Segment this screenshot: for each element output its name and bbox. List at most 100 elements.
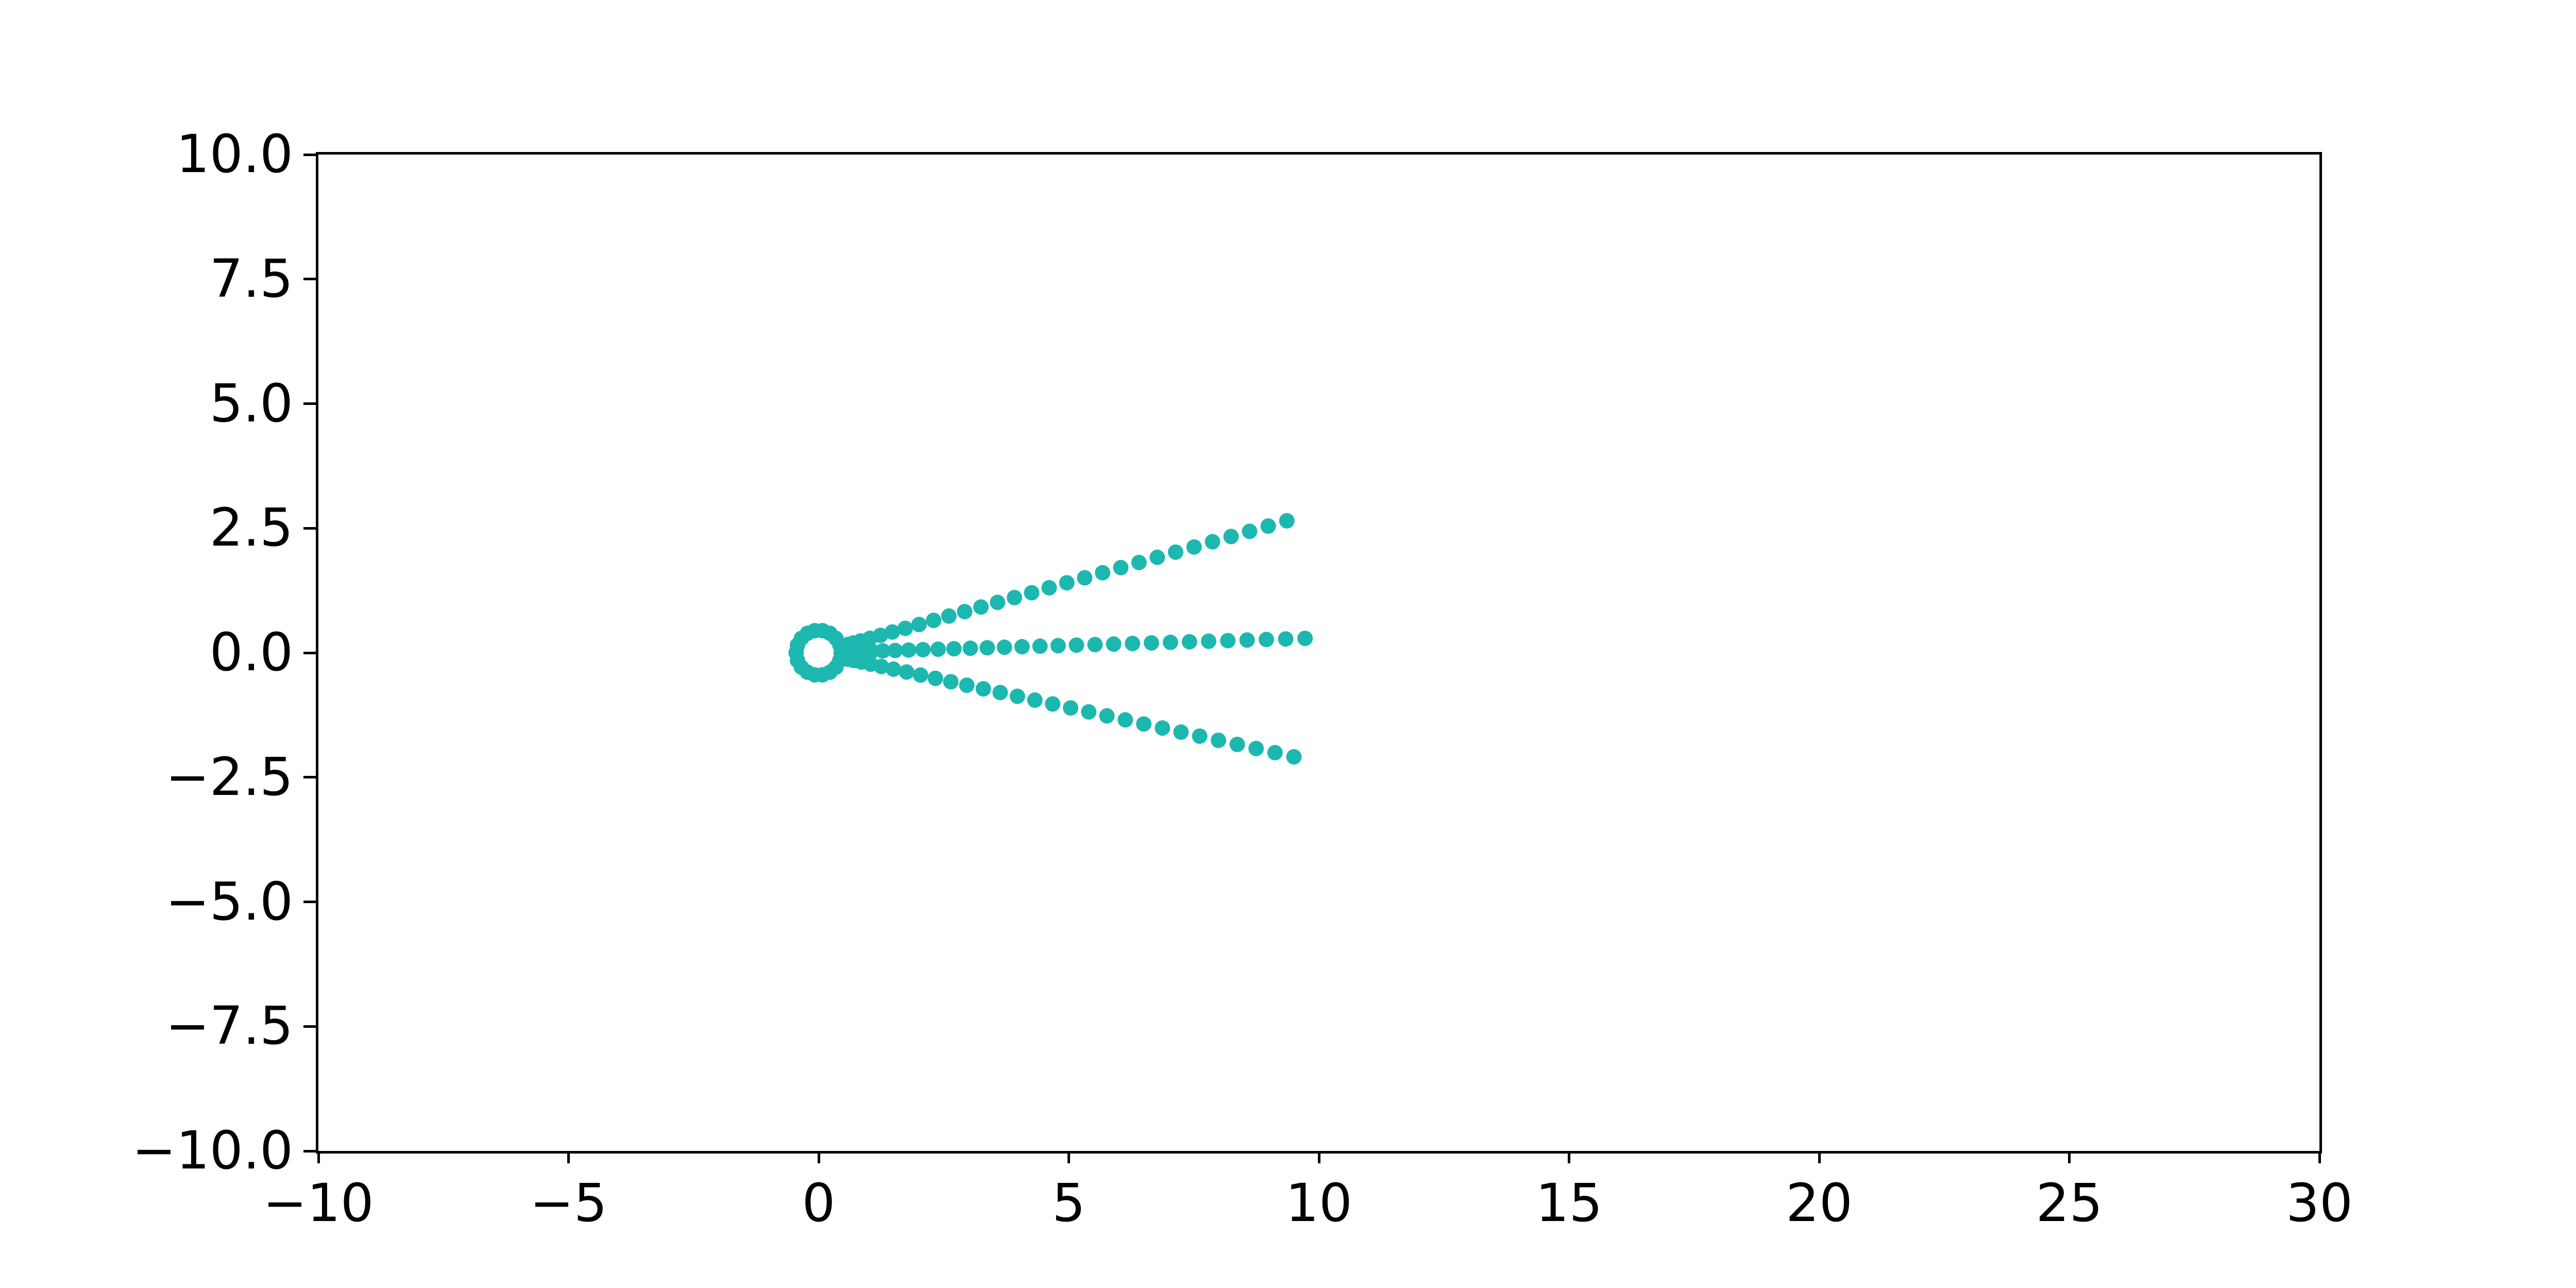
middle-trail-dot [1014,639,1030,655]
x-tick-mark [2318,1151,2321,1163]
plot-area [316,152,2322,1154]
y-tick-mark [303,1149,316,1153]
middle-trail-dot [996,639,1012,655]
middle-trail-dot [1239,632,1255,648]
x-tick-mark [1818,1151,1821,1163]
middle-trail-dot [1297,631,1313,647]
middle-trail-dot [962,640,978,656]
lower-trail-dot [1211,732,1226,748]
middle-trail-dot [1278,631,1294,647]
middle-trail-dot [1106,636,1122,652]
lower-trail-dot [943,674,959,690]
x-tick-label: −10 [263,1173,374,1234]
lower-trail-dot [927,670,943,686]
upper-trail-dot [873,628,888,643]
middle-trail-dot [1259,632,1274,648]
lower-trail-dot [1027,692,1043,708]
middle-trail-dot [1087,637,1103,653]
middle-trail-dot [887,642,903,658]
upper-trail-dot [1077,570,1093,586]
middle-trail-dot [1143,635,1159,651]
upper-trail-dot [941,608,957,624]
x-tick-label: −5 [530,1173,607,1234]
x-tick-label: 0 [802,1173,836,1234]
upper-trail-dot [911,617,927,633]
y-tick-label: −7.5 [165,995,293,1057]
upper-trail-dot [1095,565,1111,581]
lower-trail-dot [1063,700,1078,716]
middle-trail-dot [946,641,962,657]
lower-trail-dot [1136,716,1152,732]
upper-trail-dot [1186,539,1202,555]
scatter-dots-layer [788,513,1313,765]
upper-trail-dot [1041,580,1057,596]
x-tick-label: 15 [1535,1173,1603,1234]
y-tick-label: 0.0 [209,622,293,683]
lower-trail-dot [1117,712,1133,728]
x-tick-mark [1317,1151,1320,1163]
middle-trail-dot [864,643,880,659]
y-tick-label: −5.0 [165,871,293,933]
lower-trail-dot [1045,696,1061,712]
middle-trail-dot [1125,636,1141,651]
upper-trail-dot [973,599,989,615]
x-tick-label: 20 [1786,1173,1853,1234]
y-tick-mark [303,527,316,530]
lower-trail-dot [886,661,902,677]
upper-trail-dot [1059,575,1075,591]
x-tick-mark [2068,1151,2071,1163]
y-tick-mark [303,901,316,903]
lower-trail-dot [1248,740,1264,756]
y-tick-label: 5.0 [209,372,293,434]
upper-trail-dot [926,613,942,629]
middle-trail-dot [1050,638,1066,654]
lower-trail-dot [1173,724,1189,740]
lower-trail-dot [1267,744,1283,760]
upper-trail-dot [1167,544,1183,560]
middle-trail-dot [1069,637,1084,653]
lower-trail-dot [1081,704,1097,720]
upper-trail-dot [897,620,913,636]
lower-trail-dot [873,658,889,674]
upper-trail-dot [1007,589,1023,605]
lower-trail-dot [1155,720,1171,736]
x-tick-mark [1568,1151,1570,1163]
y-tick-mark [303,153,316,156]
upper-trail-dot [1205,534,1221,550]
lower-trail-dot [1192,728,1208,744]
middle-trail-dot [930,641,946,657]
x-tick-label: 5 [1052,1173,1086,1234]
middle-trail-dot [1200,633,1216,649]
lower-trail-dot [1009,688,1025,704]
lower-trail-dot [959,677,975,693]
x-tick-mark [1067,1151,1070,1163]
y-tick-label: 7.5 [209,248,293,310]
middle-trail-dot [1032,638,1048,654]
upper-trail-dot [1242,523,1258,539]
upper-trail-dot [1223,529,1239,545]
upper-trail-dot [1260,518,1276,534]
upper-trail-dot [957,604,973,620]
upper-trail-dot [1113,560,1129,575]
lower-trail-dot [899,664,914,680]
x-tick-mark [817,1151,820,1163]
x-tick-label: 10 [1285,1173,1352,1234]
x-tick-mark [567,1151,570,1163]
lower-trail-dot [1229,736,1245,752]
y-tick-label: −10.0 [132,1120,293,1181]
x-tick-mark [317,1151,320,1163]
lower-trail-dot [1286,749,1302,765]
y-tick-mark [303,402,316,405]
lower-trail-dot [975,681,991,697]
y-tick-mark [303,776,316,779]
upper-trail-dot [1149,549,1165,565]
upper-trail-dot [1279,513,1295,529]
upper-trail-dot [1024,585,1040,601]
lower-trail-dot [1099,708,1115,724]
y-tick-label: 10.0 [176,124,293,185]
y-tick-label: 2.5 [209,497,293,559]
middle-trail-dot [1162,634,1178,650]
x-tick-label: 30 [2286,1173,2353,1234]
middle-trail-dot [979,640,995,656]
